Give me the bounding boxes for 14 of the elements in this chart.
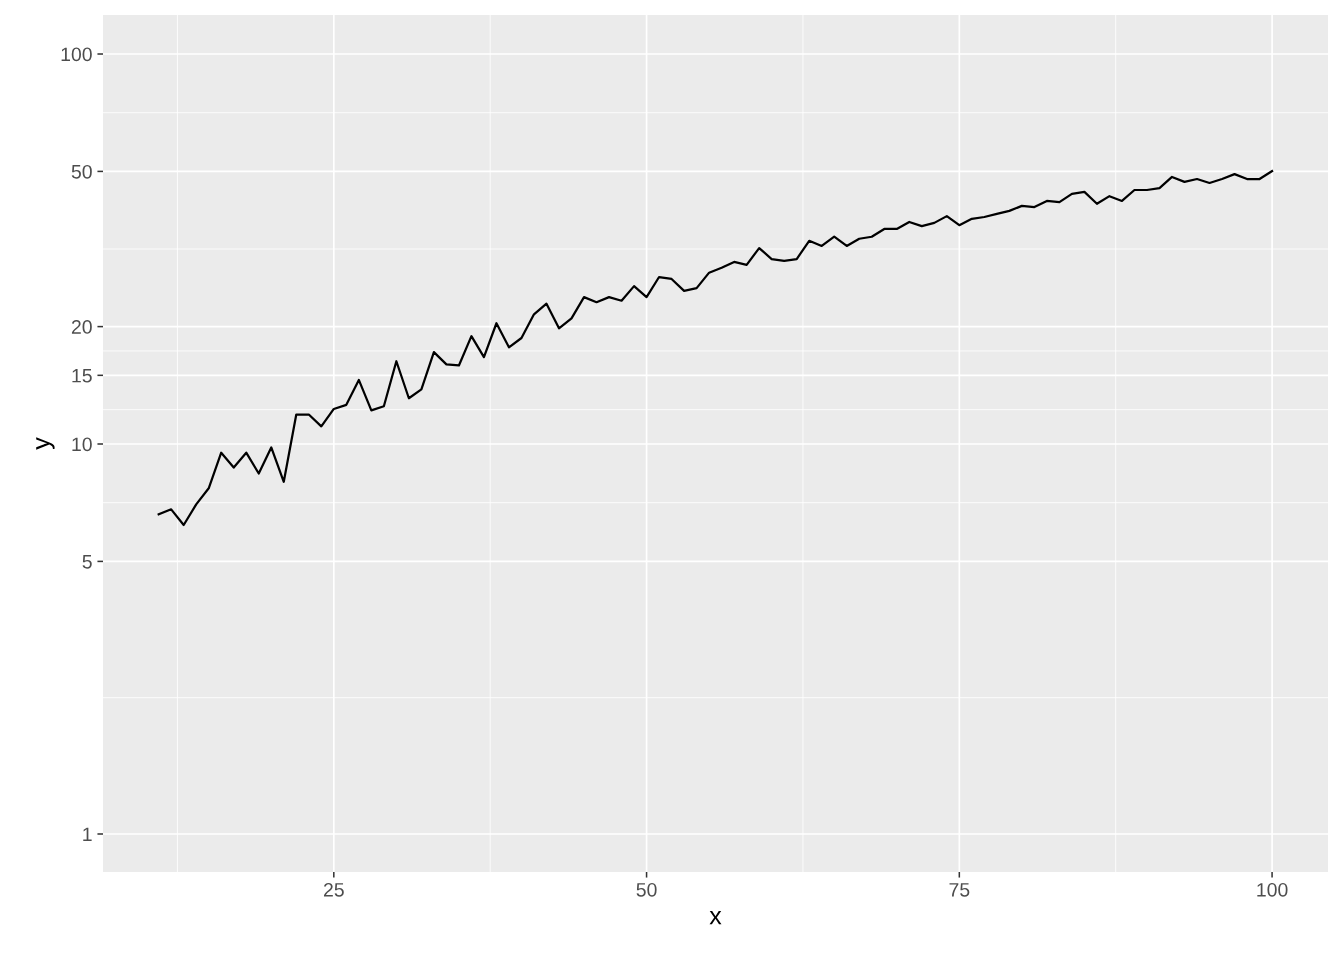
y-tick-label: 50 — [71, 164, 92, 179]
x-tick-label: 100 — [1257, 882, 1288, 897]
x-axis-title: x — [709, 911, 722, 925]
y-tick-label: 1 — [83, 827, 92, 842]
x-tick-label: 25 — [323, 882, 344, 897]
line-series — [157, 169, 1274, 527]
y-axis-title: y — [36, 437, 55, 450]
x-tick-label: 75 — [949, 883, 970, 897]
y-tick-label: 20 — [71, 320, 92, 334]
y-tick-label: 5 — [82, 555, 92, 569]
y-tick-label: 15 — [72, 369, 92, 383]
y-tick-label: 10 — [72, 437, 92, 452]
y-tick-label: 100 — [61, 47, 92, 62]
x-tick-label: 50 — [636, 882, 657, 897]
